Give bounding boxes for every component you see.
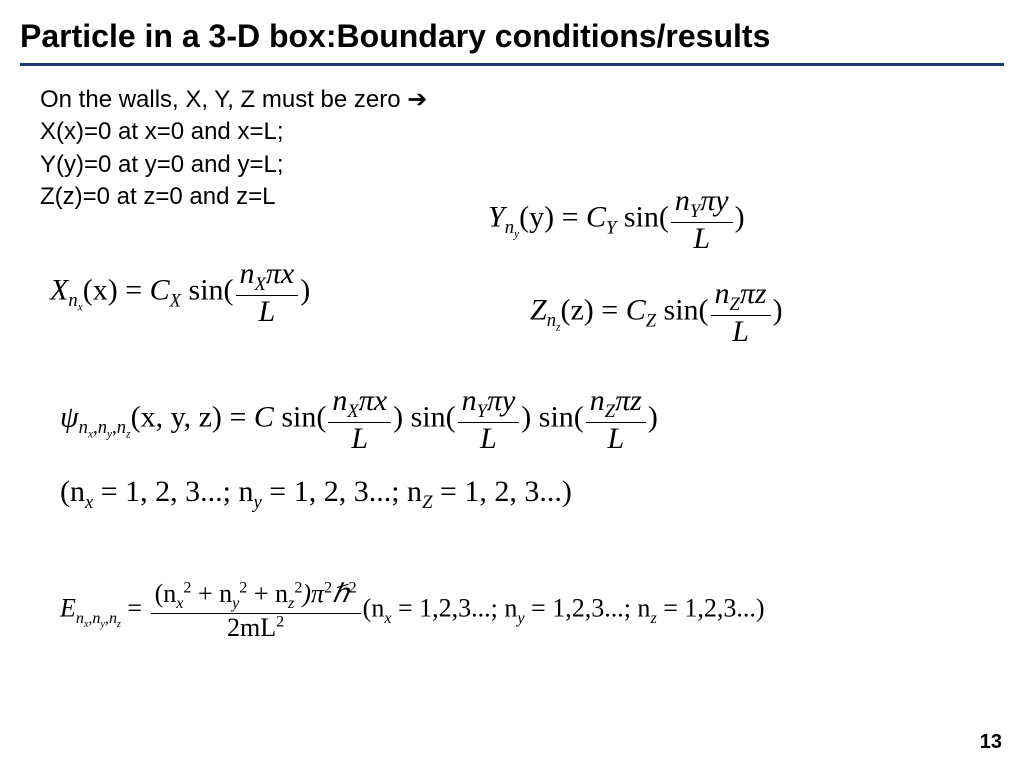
quantum-number-range: (nx = 1, 2, 3...; ny = 1, 2, 3...; nZ = … (60, 475, 572, 514)
slide-title: Particle in a 3-D box:Boundary condition… (0, 0, 1024, 63)
arrow-icon: ➔ (407, 86, 427, 113)
title-underline (20, 63, 1004, 66)
equation-z: Znz(z) = CZ sin(nZπzL) (530, 278, 783, 347)
equation-energy: Enx,ny,nz = (nx2 + ny2 + nz2)π2ℏ22mL2(nx… (60, 580, 765, 641)
equation-y: Yny(y) = CY sin(nYπyL) (488, 185, 745, 254)
bc-line1: On the walls, X, Y, Z must be zero (40, 86, 407, 113)
bc-line2: X(x)=0 at x=0 and x=L; (40, 118, 283, 145)
bc-line3: Y(y)=0 at y=0 and y=L; (40, 151, 283, 178)
equation-psi: ψnx,ny,nz(x, y, z) = C sin(nXπxL) sin(nY… (60, 385, 658, 454)
equation-x: Xnx(x) = CX sin(nXπxL) (50, 258, 310, 327)
bc-line4: Z(z)=0 at z=0 and z=L (40, 183, 275, 210)
page-number: 13 (980, 731, 1002, 754)
